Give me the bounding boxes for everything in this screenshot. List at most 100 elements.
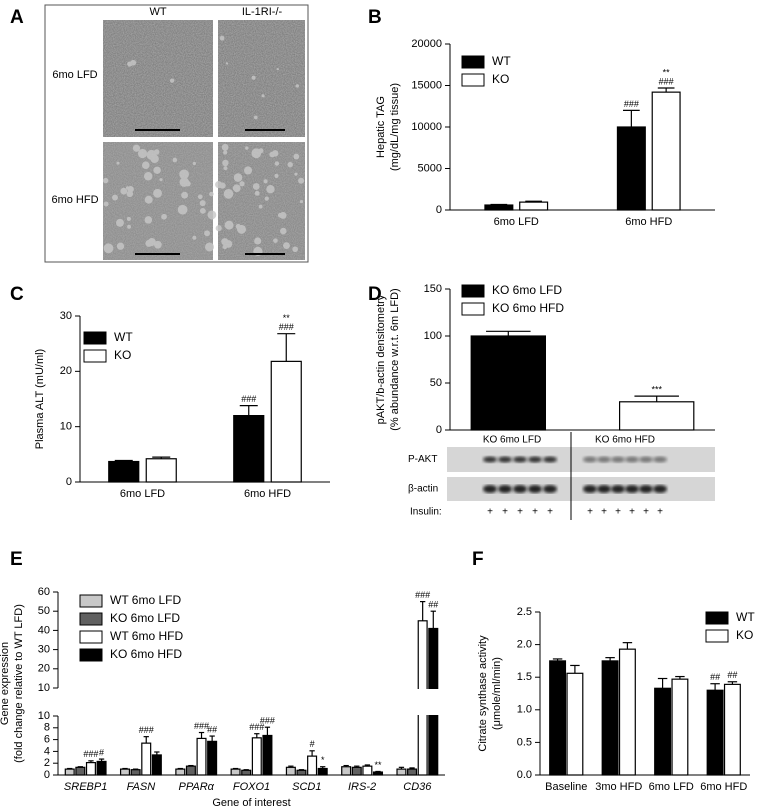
x-tick-label: FOXO1 [233,781,270,793]
vacuole [141,161,150,170]
treatment-mark: + [487,507,493,518]
vacuole [293,153,300,160]
vacuole [251,75,256,80]
column-label: IL-1RI-/- [242,6,283,18]
blot-band [543,456,557,463]
y-axis-label: (μmole/ml/min) [491,657,503,730]
vacuole [130,59,137,66]
treatment-mark: + [547,507,553,518]
y-tick-label: 100 [424,330,442,342]
bar [130,769,141,776]
vacuole [172,157,178,163]
vacuole [243,166,253,175]
y-tick-label: 4 [44,745,50,757]
vacuole [274,173,279,178]
bar [601,660,619,776]
bar [654,687,672,776]
vacuole [181,191,189,199]
legend-label: KO [492,72,509,86]
bar [307,755,318,776]
bar [723,683,741,776]
y-tick-label: 30 [38,644,50,656]
significance-label: ** [374,760,382,770]
bar [119,768,131,776]
y-tick-label: 5000 [418,162,442,174]
vacuole [153,166,161,174]
vacuole [153,188,162,198]
y-axis-label: Gene expression [0,642,11,725]
legend-swatch [83,349,107,363]
treatment-mark: + [601,507,607,518]
bar [706,689,724,776]
x-tick-label: PPARα [179,781,215,793]
y-tick-label: 1.0 [517,704,532,716]
y-tick-label: 10 [38,710,50,722]
vacuole [233,173,243,182]
y-tick-label: 60 [38,586,50,598]
micrograph [102,20,305,260]
x-tick-label: 6mo HFD [244,488,291,500]
y-tick-label: 2 [44,757,50,769]
x-tick-label: Baseline [545,781,587,793]
y-axis-label: Hepatic TAG [375,96,387,158]
vacuole [192,161,196,166]
y-tick-label: 30 [60,310,72,322]
bar [470,335,547,431]
significance-label: ### [659,76,674,86]
vacuole [280,227,287,235]
bar [141,742,152,776]
bar [372,771,384,776]
bar [241,769,252,776]
vacuole [225,62,229,65]
y-axis-label: Citrate synthase activity [477,635,489,752]
row-label: 6mo HFD [51,194,98,206]
bar [519,201,549,211]
bar [108,460,140,483]
treatment-mark: + [517,507,523,518]
legend-swatch [705,629,729,643]
y-tick-label: 2.5 [517,606,532,618]
y-axis-label: (fold change relative to WT LFD) [13,604,25,763]
blot-band [528,456,542,463]
bar [75,766,86,776]
vacuole [137,148,148,159]
legend-swatch [79,594,103,608]
y-tick-label: 50 [38,605,50,617]
vacuole [125,186,130,190]
y-tick-label: 0 [436,424,442,436]
y-tick-label: 0.0 [517,769,532,781]
vacuole [179,169,189,180]
vacuole [207,210,217,220]
significance-label: # [310,739,315,749]
significance-label: ** [283,313,291,323]
vacuole [197,194,203,200]
bar [96,760,107,776]
bar [207,740,218,776]
vacuole [254,237,262,245]
vacuole [276,67,279,71]
treatment-mark: + [657,507,663,518]
vacuole [239,181,245,187]
treatment-mark: + [615,507,621,518]
y-axis-label: Plasma ALT (mU/ml) [34,349,46,449]
legend-swatch [79,630,103,644]
bar [317,767,328,776]
vacuole [150,154,159,164]
blot-group-label: KO 6mo LFD [483,435,541,446]
y-tick-label: 10000 [411,121,442,133]
y-tick-label: 15000 [411,79,442,91]
legend-swatch [461,302,485,316]
treatment-mark: + [532,507,538,518]
legend-label: WT [114,330,133,344]
legend-swatch [79,648,103,662]
legend-swatch [461,55,485,69]
x-tick-label: 6mo LFD [649,781,694,793]
bar [233,415,265,483]
vacuole [112,194,118,201]
significance-label: *** [651,385,662,395]
significance-label: ### [139,725,154,735]
y-axis-label: pAKT/b-actin densitometry [375,294,387,424]
bar [64,768,75,776]
vacuole [102,177,109,184]
y-tick-label: 2.0 [517,639,532,651]
